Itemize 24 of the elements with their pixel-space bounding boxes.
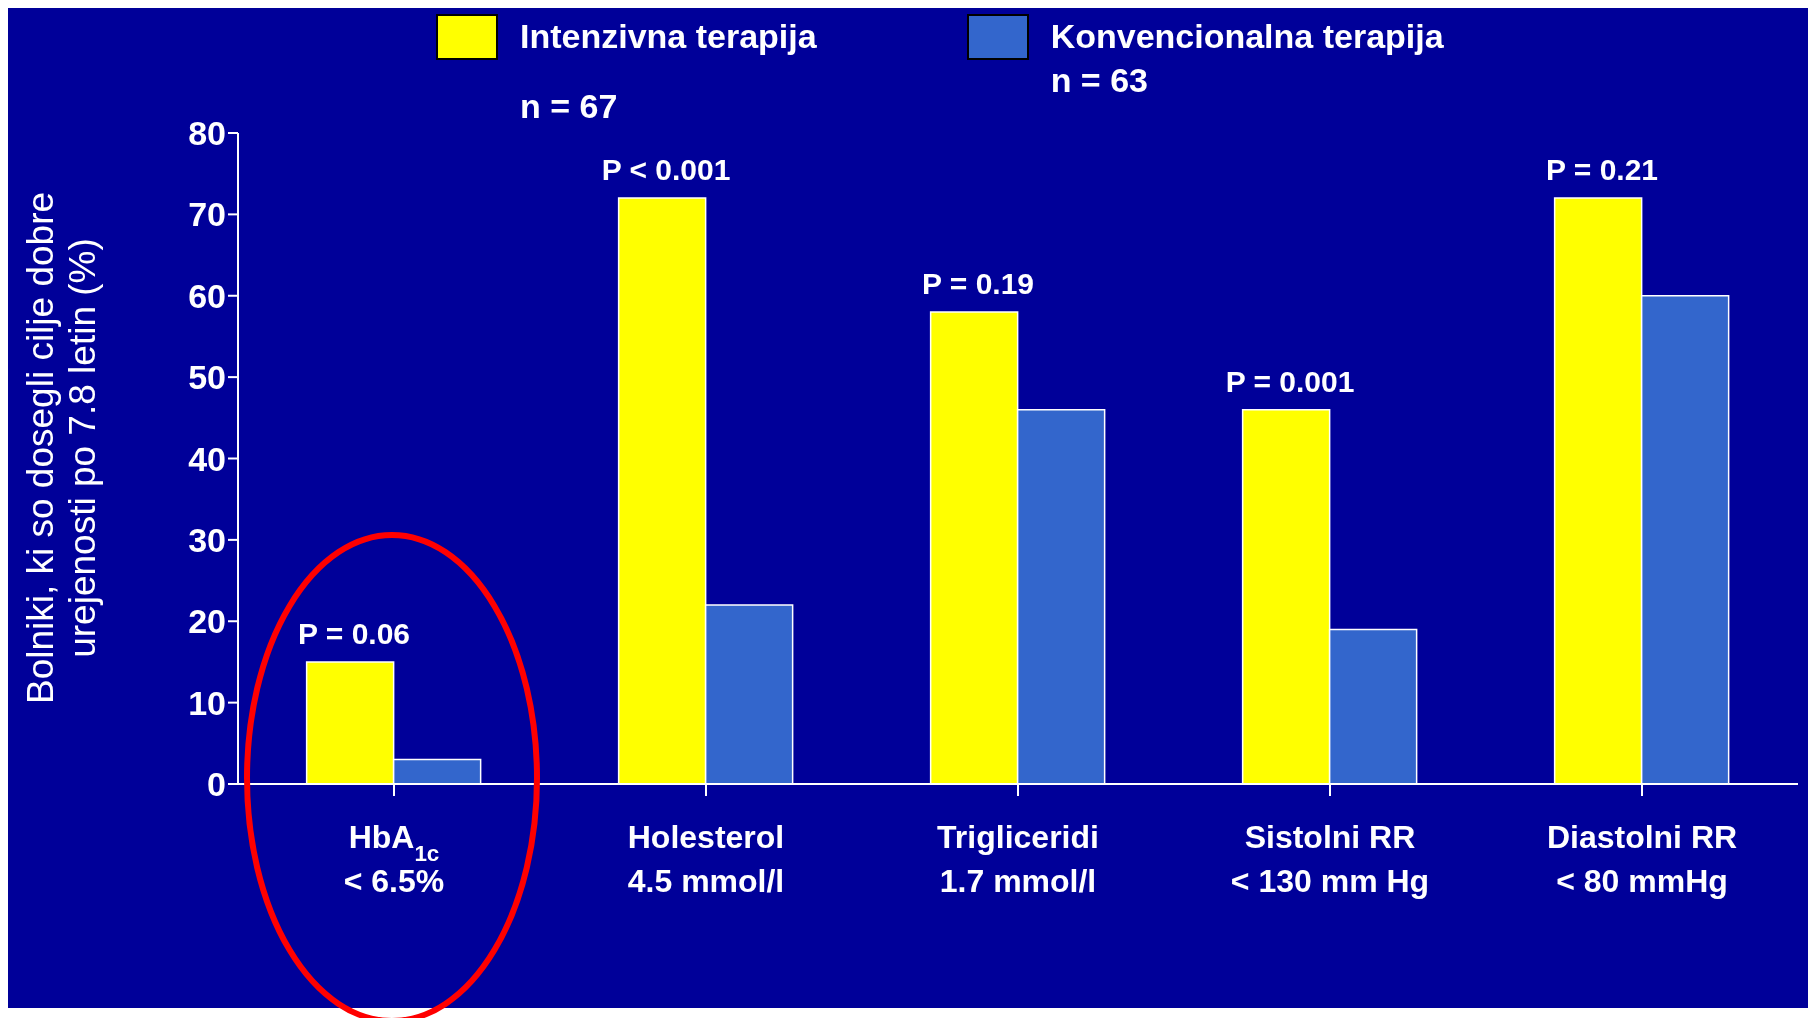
annotation: P = 0.001 bbox=[1225, 364, 1355, 398]
text: n = 63 bbox=[1050, 60, 1149, 101]
y-tick-label: 30 bbox=[188, 520, 226, 559]
annotation: P = 0.19 bbox=[921, 267, 1035, 301]
y-tick-label: 10 bbox=[188, 683, 226, 722]
legend-label: Konvencionalna terapija bbox=[1050, 16, 1444, 57]
x-tick-label: Holesterol 4.5 mmol/l bbox=[627, 819, 785, 899]
x-tick-label: Trigliceridi 1.7 mmol/l bbox=[937, 819, 1099, 899]
x-tick-label: Diastolni RR < 80 mmHg bbox=[1546, 819, 1738, 899]
y-tick-label: 80 bbox=[188, 114, 226, 153]
x-tick-label: HbA$_{1c}$ < 6.5% bbox=[343, 819, 445, 899]
text: n = 67 bbox=[520, 86, 619, 127]
annotation: P = 0.06 bbox=[297, 616, 411, 650]
annotation: P < 0.001 bbox=[601, 153, 731, 187]
y-tick-label: 50 bbox=[188, 358, 226, 397]
annotation: P = 0.21 bbox=[1545, 153, 1659, 187]
y-tick-label: 40 bbox=[188, 439, 226, 478]
y-axis-title: Bolniki, ki so dosegli cilje dobre urejenosti po 7.8 letin (%) bbox=[20, 191, 103, 705]
legend-label: Intenzivna terapija bbox=[520, 16, 817, 57]
y-tick-label: 20 bbox=[188, 602, 226, 641]
y-tick-label: 60 bbox=[188, 276, 226, 315]
x-tick-label: Sistolni RR < 130 mm Hg bbox=[1230, 819, 1430, 899]
y-tick-label: 70 bbox=[188, 195, 226, 234]
y-tick-label: 0 bbox=[207, 765, 226, 804]
